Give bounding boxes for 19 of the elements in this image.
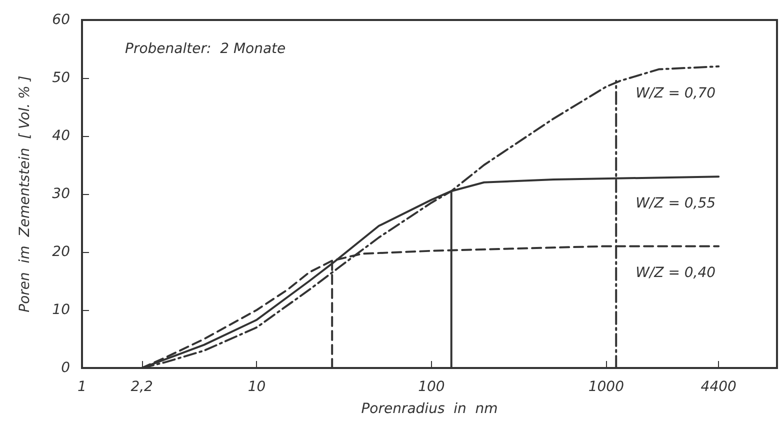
annotation: Probenalter: 2 Monate [125,41,286,57]
y-tick-label: 30 [52,186,70,202]
series-label: W/Z = 0,70 [636,85,716,102]
x-axis-title: Porenradius in nm [361,401,498,417]
x-tick-label: 100 [418,379,445,395]
x-tick-label: 10 [248,379,266,395]
x-tick-label: 2,2 [130,379,154,395]
y-tick-label: 20 [52,244,70,260]
x-tick-label: 1 [78,379,86,395]
series-label: W/Z = 0,40 [636,265,716,282]
series-label: W/Z = 0,55 [636,196,716,212]
y-tick-label: 60 [52,12,70,28]
y-axis-title: Poren im Zementstein [ Vol. % ] [17,76,33,312]
x-tick-label: 1000 [588,379,624,395]
x-tick-label: 4400 [700,379,736,395]
y-tick-label: 40 [52,128,70,144]
y-tick-label: 10 [52,302,70,318]
y-tick-label: 0 [61,360,70,376]
y-tick-label: 50 [52,70,70,86]
